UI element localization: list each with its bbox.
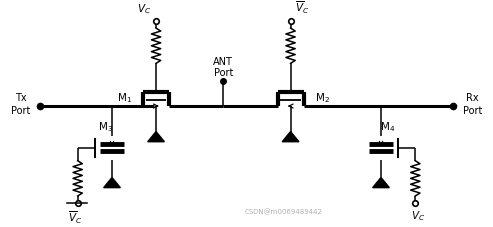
Polygon shape [148, 132, 164, 142]
Text: ANT
Port: ANT Port [213, 57, 233, 78]
Text: $V$$_C$: $V$$_C$ [411, 209, 425, 222]
Text: M$_4$: M$_4$ [380, 120, 395, 134]
Text: M$_1$: M$_1$ [117, 90, 132, 104]
Text: M$_2$: M$_2$ [315, 90, 330, 104]
Polygon shape [373, 178, 389, 188]
Text: M$_3$: M$_3$ [98, 120, 113, 134]
Polygon shape [104, 178, 120, 188]
Text: Rx
Port: Rx Port [462, 93, 482, 115]
Text: $V$$_C$: $V$$_C$ [138, 2, 151, 16]
Polygon shape [282, 132, 299, 142]
Text: $\overline{V}$$_C$: $\overline{V}$$_C$ [295, 0, 309, 16]
Text: $\overline{V}$$_C$: $\overline{V}$$_C$ [68, 209, 82, 225]
Text: CSDN@m0069489442: CSDN@m0069489442 [245, 208, 322, 214]
Text: Tx
Port: Tx Port [11, 93, 31, 115]
